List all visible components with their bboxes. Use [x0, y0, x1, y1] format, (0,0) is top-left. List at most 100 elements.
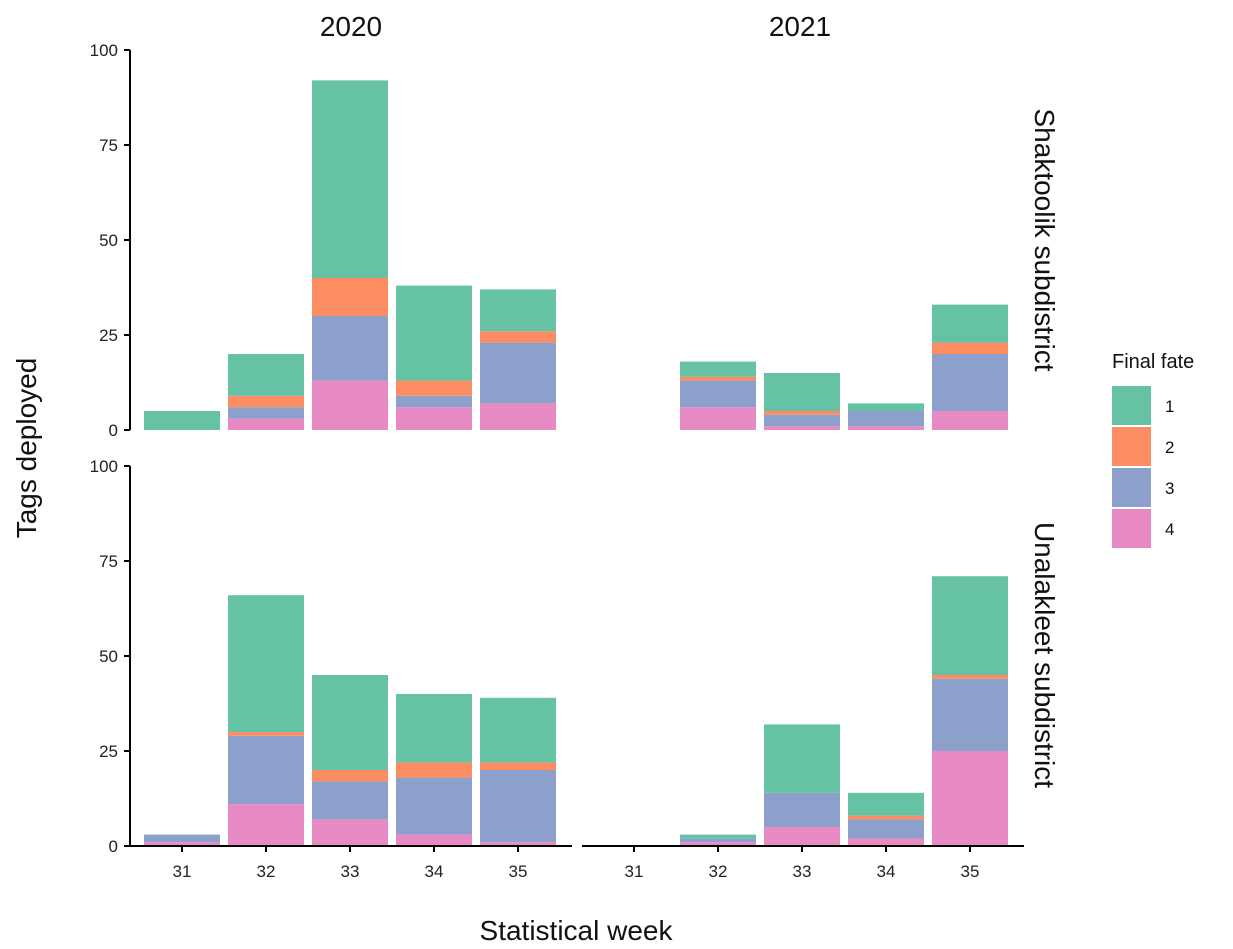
- x-tick-label: 31: [625, 862, 644, 881]
- y-tick-label: 50: [99, 231, 118, 250]
- bar-2021-unalakleet-subdistrict-week-35-fate-4: [932, 751, 1008, 846]
- y-tick-label: 0: [109, 837, 118, 856]
- bar-2021-unalakleet-subdistrict-week-34-fate-1: [848, 792, 924, 816]
- legend-label-2: 2: [1165, 438, 1174, 457]
- bar-2021-unalakleet-subdistrict-week-32-fate-4: [680, 842, 756, 846]
- bar-2020-shaktoolik-subdistrict-week-33-fate-4: [312, 380, 388, 430]
- bar-2020-shaktoolik-subdistrict-week-35-fate-3: [480, 342, 556, 404]
- x-tick-label: 35: [509, 862, 528, 881]
- bar-2020-shaktoolik-subdistrict-week-32-fate-4: [228, 418, 304, 430]
- bar-2020-shaktoolik-subdistrict-week-34-fate-2: [396, 380, 472, 396]
- y-tick-label: 100: [90, 457, 118, 476]
- bar-2020-shaktoolik-subdistrict-week-32-fate-2: [228, 395, 304, 408]
- panel-2021-shaktoolik-subdistrict: [680, 304, 1008, 430]
- bar-2021-unalakleet-subdistrict-week-35-fate-3: [932, 678, 1008, 751]
- bar-2020-unalakleet-subdistrict-week-35-fate-3: [480, 770, 556, 843]
- bar-2021-unalakleet-subdistrict-week-33-fate-4: [764, 827, 840, 846]
- bar-2020-shaktoolik-subdistrict-week-34-fate-3: [396, 395, 472, 408]
- bar-2020-unalakleet-subdistrict-week-34-fate-4: [396, 834, 472, 846]
- x-tick-label: 34: [425, 862, 444, 881]
- bar-2021-shaktoolik-subdistrict-week-32-fate-2: [680, 376, 756, 381]
- bar-2021-shaktoolik-subdistrict-week-35-fate-4: [932, 411, 1008, 430]
- legend-key-1: [1112, 386, 1151, 425]
- bar-2020-unalakleet-subdistrict-week-31-fate-4: [144, 842, 220, 846]
- bar-2021-shaktoolik-subdistrict-week-32-fate-3: [680, 380, 756, 408]
- bar-2020-shaktoolik-subdistrict-week-32-fate-3: [228, 407, 304, 419]
- x-tick-label: 33: [793, 862, 812, 881]
- bar-2021-unalakleet-subdistrict-week-32-fate-1: [680, 834, 756, 839]
- bar-2020-unalakleet-subdistrict-week-33-fate-1: [312, 675, 388, 770]
- legend-key-4: [1112, 509, 1151, 548]
- y-tick-label: 100: [90, 41, 118, 60]
- x-tick-label: 33: [341, 862, 360, 881]
- bar-2021-unalakleet-subdistrict-week-35-fate-1: [932, 576, 1008, 675]
- panel-2020-unalakleet-subdistrict: [144, 595, 556, 846]
- bar-2020-shaktoolik-subdistrict-week-32-fate-1: [228, 354, 304, 396]
- panel-2021-unalakleet-subdistrict: [680, 576, 1008, 846]
- bar-2020-shaktoolik-subdistrict-week-35-fate-4: [480, 403, 556, 430]
- bar-2021-shaktoolik-subdistrict-week-35-fate-1: [932, 304, 1008, 343]
- bar-2021-shaktoolik-subdistrict-week-33-fate-2: [764, 411, 840, 415]
- y-axis-title: Tags deployed: [11, 358, 42, 539]
- y-tick-label: 25: [99, 742, 118, 761]
- bar-2020-unalakleet-subdistrict-week-35-fate-4: [480, 842, 556, 846]
- legend-label-4: 4: [1165, 520, 1174, 539]
- bar-2020-unalakleet-subdistrict-week-35-fate-1: [480, 697, 556, 763]
- bar-2021-shaktoolik-subdistrict-week-35-fate-3: [932, 354, 1008, 411]
- bar-2020-shaktoolik-subdistrict-week-34-fate-1: [396, 285, 472, 381]
- legend-key-3: [1112, 468, 1151, 507]
- bar-2020-shaktoolik-subdistrict-week-35-fate-2: [480, 331, 556, 343]
- bar-2021-unalakleet-subdistrict-week-34-fate-3: [848, 819, 924, 839]
- legend: Final fate 1 2 3 4: [1112, 351, 1194, 548]
- x-tick-label: 35: [961, 862, 980, 881]
- facet-title-2021: 2021: [769, 11, 831, 42]
- bar-2020-unalakleet-subdistrict-week-31-fate-3: [144, 834, 220, 843]
- x-tick-label: 32: [709, 862, 728, 881]
- panel-2020-shaktoolik-subdistrict: [144, 80, 556, 430]
- legend-label-1: 1: [1165, 397, 1174, 416]
- facet-title-shaktoolik: Shaktoolik subdistrict: [1029, 108, 1060, 371]
- bar-2021-unalakleet-subdistrict-week-34-fate-4: [848, 838, 924, 846]
- bar-2021-shaktoolik-subdistrict-week-33-fate-4: [764, 426, 840, 430]
- bar-2020-unalakleet-subdistrict-week-33-fate-2: [312, 770, 388, 782]
- y-tick-label: 75: [99, 136, 118, 155]
- bar-2020-shaktoolik-subdistrict-week-34-fate-4: [396, 407, 472, 430]
- bar-2021-unalakleet-subdistrict-week-33-fate-3: [764, 792, 840, 827]
- bar-2021-shaktoolik-subdistrict-week-32-fate-1: [680, 361, 756, 377]
- bar-2020-unalakleet-subdistrict-week-32-fate-4: [228, 804, 304, 846]
- bar-2021-shaktoolik-subdistrict-week-35-fate-2: [932, 342, 1008, 354]
- bar-2021-shaktoolik-subdistrict-week-32-fate-4: [680, 407, 756, 430]
- y-tick-label: 50: [99, 647, 118, 666]
- x-tick-label: 31: [173, 862, 192, 881]
- bar-2020-unalakleet-subdistrict-week-34-fate-1: [396, 694, 472, 763]
- bar-2021-unalakleet-subdistrict-week-35-fate-2: [932, 675, 1008, 679]
- x-axis-title: Statistical week: [480, 915, 674, 946]
- bar-2020-unalakleet-subdistrict-week-35-fate-2: [480, 762, 556, 770]
- y-tick-label: 0: [109, 421, 118, 440]
- x-tick-label: 34: [877, 862, 896, 881]
- legend-label-3: 3: [1165, 479, 1174, 498]
- bar-2021-unalakleet-subdistrict-week-32-fate-3: [680, 838, 756, 843]
- bar-2020-shaktoolik-subdistrict-week-33-fate-1: [312, 80, 388, 279]
- x-tick-label: 32: [257, 862, 276, 881]
- bar-2020-shaktoolik-subdistrict-week-35-fate-1: [480, 289, 556, 332]
- y-tick-label: 25: [99, 326, 118, 345]
- bar-2021-unalakleet-subdistrict-week-34-fate-2: [848, 815, 924, 820]
- bar-2020-unalakleet-subdistrict-week-33-fate-4: [312, 819, 388, 846]
- bar-2021-shaktoolik-subdistrict-week-34-fate-3: [848, 411, 924, 427]
- bar-2020-unalakleet-subdistrict-week-32-fate-1: [228, 595, 304, 732]
- legend-key-2: [1112, 427, 1151, 466]
- bar-2020-unalakleet-subdistrict-week-34-fate-2: [396, 762, 472, 778]
- bar-2021-unalakleet-subdistrict-week-33-fate-1: [764, 724, 840, 793]
- bar-2020-unalakleet-subdistrict-week-32-fate-2: [228, 732, 304, 736]
- bar-2020-unalakleet-subdistrict-week-34-fate-3: [396, 777, 472, 835]
- panels-layer: [144, 80, 1008, 846]
- axes-layer: 0 25 50 75 100 0 25 50 75 100 31 32 33 34 35 31 32 33 34 35: [90, 41, 1024, 881]
- bar-2020-shaktoolik-subdistrict-week-33-fate-3: [312, 316, 388, 381]
- bar-2020-shaktoolik-subdistrict-week-31-fate-1: [144, 411, 220, 430]
- bar-2021-shaktoolik-subdistrict-week-33-fate-3: [764, 414, 840, 427]
- y-tick-label: 75: [99, 552, 118, 571]
- bar-2020-unalakleet-subdistrict-week-33-fate-3: [312, 781, 388, 820]
- bar-2020-unalakleet-subdistrict-week-32-fate-3: [228, 735, 304, 805]
